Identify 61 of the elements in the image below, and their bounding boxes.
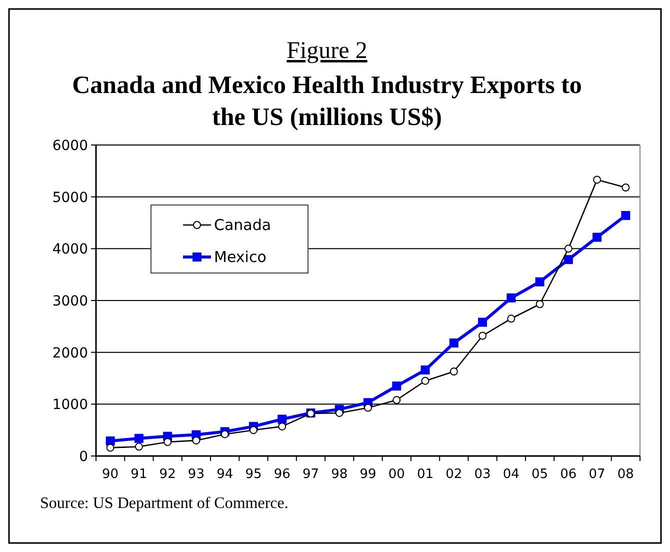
point <box>478 318 488 327</box>
x-tick-label: 06 <box>560 467 577 482</box>
chart-subtitle: Canada and Mexico Health Industry Exports to the US (millions US$) <box>72 72 582 131</box>
point <box>449 338 458 348</box>
point <box>106 436 115 446</box>
y-tick-label: 0 <box>79 449 88 465</box>
point <box>535 277 544 286</box>
point <box>249 426 258 434</box>
legend-label: Mexico <box>214 248 266 266</box>
point <box>392 396 401 404</box>
x-tick-label: 00 <box>388 467 405 482</box>
point <box>621 210 630 220</box>
point <box>421 376 430 385</box>
x-tick-label: 90 <box>102 467 119 482</box>
y-tick-label: 2000 <box>52 345 88 362</box>
x-tick-label: 95 <box>245 467 262 482</box>
point <box>278 414 287 424</box>
x-tick-label: 93 <box>188 467 204 482</box>
x-tick-label: 03 <box>474 467 491 482</box>
x-tick-label: 91 <box>130 467 148 482</box>
point <box>335 408 344 417</box>
x-tick-label: 92 <box>159 467 176 482</box>
y-tick-label: 4000 <box>52 242 88 258</box>
x-tick-label: 08 <box>617 467 634 482</box>
y-tick-label: 5000 <box>52 190 88 206</box>
legend-label: Canada <box>214 216 272 234</box>
point <box>592 232 602 242</box>
x-tick-label: 05 <box>532 467 548 482</box>
point <box>507 314 516 323</box>
point <box>220 430 229 438</box>
point <box>164 438 172 446</box>
x-tick-label: 07 <box>588 467 606 482</box>
point <box>536 300 544 308</box>
x-tick-label: 04 <box>502 467 520 482</box>
point <box>593 176 602 184</box>
point <box>564 255 573 264</box>
x-tick-label: 94 <box>216 467 234 482</box>
point <box>420 365 430 374</box>
point <box>392 382 402 391</box>
x-tick-label: 02 <box>446 467 462 482</box>
point <box>450 368 458 376</box>
point <box>506 293 516 302</box>
y-tick-label: 3000 <box>52 294 88 310</box>
point <box>564 244 572 253</box>
x-tick-label: 97 <box>302 467 320 482</box>
x-tick-label: 99 <box>360 467 376 482</box>
y-tick-label: 1000 <box>52 397 88 414</box>
x-tick-label: 98 <box>331 467 348 482</box>
y-tick-label: 6000 <box>52 138 88 154</box>
point <box>278 422 286 430</box>
source-note: Source: US Department of Commerce. <box>40 495 288 512</box>
point <box>106 444 114 452</box>
point <box>478 332 487 340</box>
x-tick-label: 96 <box>274 467 290 482</box>
point <box>192 436 200 444</box>
point <box>622 184 630 192</box>
point <box>134 442 143 451</box>
x-tick-label: 01 <box>416 467 434 482</box>
point <box>364 404 372 412</box>
point <box>134 434 144 443</box>
chart-title: Figure 2 <box>286 38 368 64</box>
